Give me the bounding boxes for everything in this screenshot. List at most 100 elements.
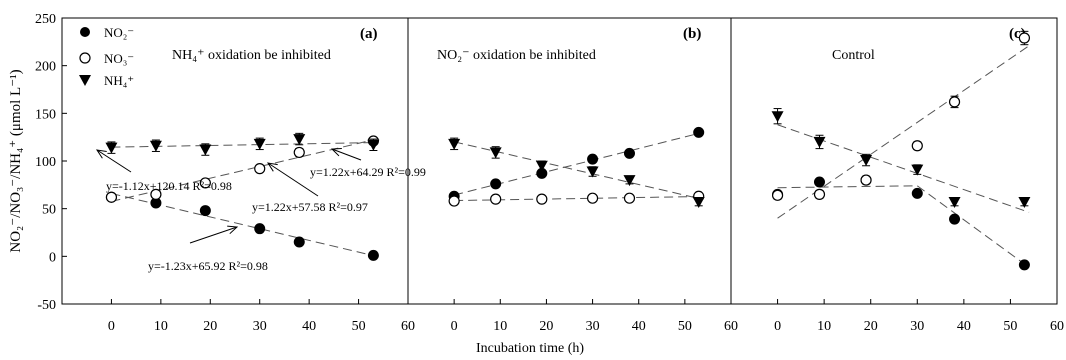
data-point-nh4 (948, 196, 961, 208)
x-axis-label: Incubation time (h) (476, 341, 584, 356)
data-point-no3 (813, 188, 826, 200)
x-tick-label: 50 (678, 319, 692, 334)
data-point-nh4 (586, 166, 599, 178)
panel-title: NO₂⁻ oxidation be inhibited (437, 48, 596, 63)
data-point-no3 (490, 193, 502, 205)
data-point-nh4 (1018, 196, 1031, 208)
data-point-no3 (199, 177, 211, 189)
data-point-no3 (911, 140, 923, 152)
x-tick-label: 50 (1003, 319, 1017, 334)
fit-arrowhead (330, 147, 342, 157)
y-tick-label: 0 (49, 250, 56, 265)
data-point-nh4 (105, 142, 118, 154)
data-point-nh4 (253, 138, 266, 150)
legend-label: NO₂⁻ (104, 25, 134, 40)
x-tick-label: 0 (108, 319, 115, 334)
x-tick-label: 40 (302, 319, 316, 334)
panel-c: 0 10 20 30 40 50 60(c)Control (730, 17, 1064, 334)
x-tick-label: 10 (493, 319, 507, 334)
fit-equation: y=-1.12x+120.14 R²=0.98 (106, 179, 232, 193)
x-tick-label: 0 (774, 319, 781, 334)
fit-arrowhead (95, 149, 107, 159)
legend: NO₂⁻ NO₃⁻ NH₄⁺ (79, 25, 134, 88)
panel-b: 0 10 20 30 40 50 60 (b) NO₂⁻ oxidation be inhibi… (95, 17, 738, 334)
data-point-no3 (293, 146, 305, 159)
x-tick-label: 10 (154, 319, 168, 334)
data-point-no3 (448, 195, 460, 207)
x-tick-label: 50 (352, 319, 366, 334)
data-point-nh4 (771, 111, 784, 123)
fit-arrow (96, 149, 132, 173)
data-point-no2 (813, 176, 825, 188)
x-tick-label: 30 (586, 319, 600, 334)
data-point-no2 (199, 205, 211, 217)
legend-label: NH₄⁺ (104, 73, 134, 88)
data-point-no2 (693, 126, 705, 138)
fit-line (777, 185, 918, 189)
x-tick-label: 60 (1050, 319, 1064, 334)
data-point-no2 (587, 153, 599, 165)
data-point-no2 (1018, 259, 1030, 271)
data-point-no3 (586, 192, 599, 204)
data-point-no2 (490, 178, 502, 190)
x-tick-label: 60 (401, 319, 415, 334)
y-axis-label: NO₂⁻/NO₃⁻/NH₄⁺ (μmol L⁻¹) (8, 69, 24, 252)
data-point-nh4 (860, 155, 873, 167)
data-point-nh4 (448, 138, 461, 150)
fit-arrowhead (266, 162, 278, 172)
data-point-no3 (105, 191, 118, 203)
data-point-no3 (948, 96, 961, 108)
x-tick-label: 30 (910, 319, 924, 334)
y-tick-label: -50 (37, 298, 56, 313)
data-point-no2 (623, 147, 635, 159)
data-point-no2 (293, 236, 305, 248)
x-tick-label: 40 (632, 319, 646, 334)
data-point-no2 (254, 223, 266, 235)
fit-equation: y=-1.23x+65.92 R²=0.98 (148, 259, 268, 273)
data-point-nh4 (535, 160, 548, 172)
panel-letter: (a) (360, 26, 378, 42)
fit-equation: y=1.22x+57.58 R²=0.97 (252, 200, 368, 214)
data-point-no3 (771, 189, 784, 201)
panel-frame (730, 17, 1058, 305)
fit-equation: y=1.22x+64.29 R²=0.99 (310, 165, 426, 179)
x-tick-label: 60 (724, 319, 738, 334)
x-tick-label: 20 (203, 319, 217, 334)
data-point-no3 (623, 192, 636, 204)
data-point-nh4 (199, 144, 212, 156)
data-point-nh4 (911, 164, 924, 176)
fit-line (916, 185, 1025, 265)
legend-marker-no3 (79, 52, 91, 64)
data-point-nh4 (489, 147, 502, 159)
y-tick-label: 150 (35, 107, 56, 122)
fit-arrow (331, 148, 362, 161)
data-point-no3 (1018, 32, 1031, 44)
x-tick-label: 0 (451, 319, 458, 334)
y-tick-label: 200 (35, 60, 56, 75)
x-tick-label: 20 (539, 319, 553, 334)
y-tick-label: 100 (35, 155, 56, 170)
panel-title: Control (832, 48, 875, 63)
y-tick-label: 250 (35, 12, 56, 27)
data-point-no2 (949, 213, 961, 225)
x-tick-label: 30 (253, 319, 267, 334)
data-point-no3 (254, 163, 266, 175)
fit-arrow (267, 162, 319, 197)
y-tick-label: 50 (42, 203, 56, 218)
legend-marker-no2 (80, 27, 90, 37)
fit-arrow (189, 226, 238, 244)
data-point-nh4 (813, 136, 826, 148)
data-point-nh4 (149, 140, 162, 152)
data-point-no2 (367, 249, 379, 261)
x-tick-label: 20 (864, 319, 878, 334)
data-point-no3 (150, 188, 162, 200)
data-point-nh4 (293, 134, 306, 146)
x-tick-label: 10 (817, 319, 831, 334)
x-tick-label: 40 (957, 319, 971, 334)
data-point-no2 (911, 187, 923, 199)
panel-letter: (b) (683, 26, 701, 42)
data-point-nh4 (367, 139, 380, 151)
panel-title: NH₄⁺ oxidation be inhibited (172, 48, 331, 63)
data-point-nh4 (623, 175, 636, 187)
